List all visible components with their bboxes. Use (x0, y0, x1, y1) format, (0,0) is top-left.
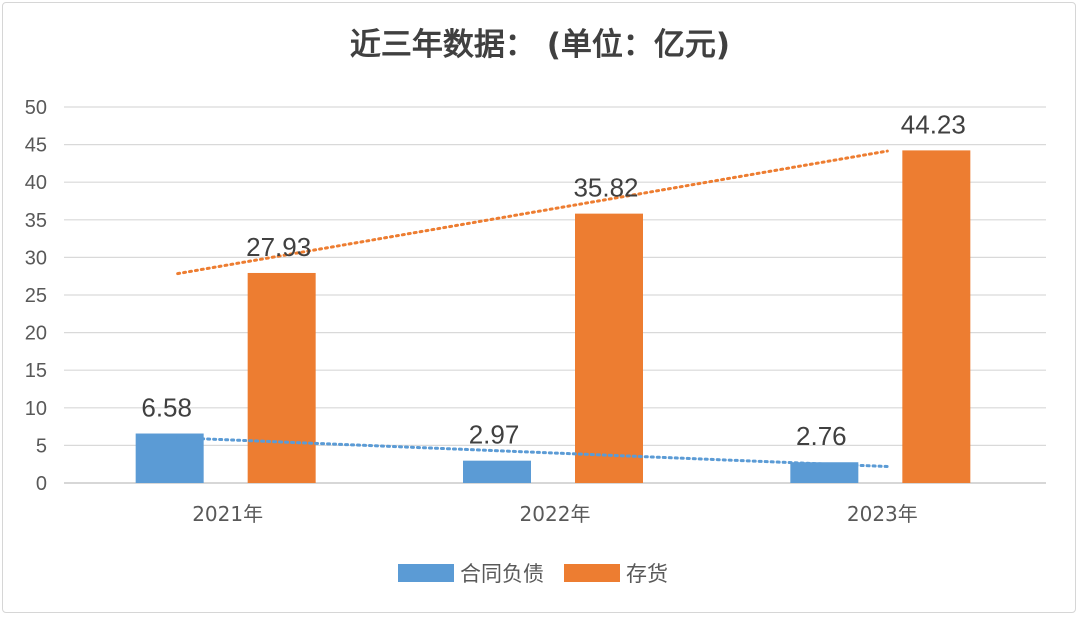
data-label: 2.97 (469, 420, 520, 450)
bar (902, 150, 971, 484)
y-tick-label: 45 (25, 135, 47, 157)
trendlines (176, 149, 889, 469)
bars (135, 150, 971, 484)
y-tick-label: 5 (36, 435, 47, 457)
legend-swatch (398, 564, 454, 582)
gridlines (64, 106, 1046, 484)
x-tick-label: 2021年 (192, 502, 263, 526)
data-label: 6.58 (141, 393, 192, 423)
y-tick-label: 0 (36, 473, 47, 495)
data-label: 44.23 (901, 109, 966, 139)
y-axis-ticks: 0 5 10 15 20 25 30 35 40 45 50 (25, 97, 47, 495)
bar (135, 433, 204, 483)
data-label: 35.82 (573, 173, 638, 203)
data-labels: 6.58 2.97 2.76 27.93 35.82 44.23 (141, 109, 966, 451)
x-axis-ticks: 2021年 2022年 2023年 (192, 502, 918, 526)
bar (247, 272, 316, 483)
y-tick-label: 40 (25, 172, 47, 194)
bar (790, 462, 859, 483)
y-tick-label: 35 (25, 210, 47, 232)
trendline (176, 436, 889, 469)
y-tick-label: 15 (25, 360, 47, 382)
y-tick-label: 25 (25, 285, 47, 307)
legend-swatch (564, 564, 620, 582)
y-tick-label: 50 (25, 97, 47, 119)
y-tick-label: 10 (25, 398, 47, 420)
data-label: 27.93 (246, 232, 311, 262)
data-label: 2.76 (796, 421, 847, 451)
legend-label: 存货 (626, 562, 668, 586)
chart-title: 近三年数据： (单位：亿元) (350, 27, 730, 63)
legend: 合同负债 存货 (398, 562, 668, 586)
y-tick-label: 20 (25, 323, 47, 345)
bar (575, 213, 643, 483)
bar (463, 460, 531, 483)
legend-label: 合同负债 (460, 562, 544, 586)
x-tick-label: 2023年 (847, 502, 918, 526)
x-tick-label: 2022年 (520, 502, 591, 526)
trendline (176, 149, 889, 276)
y-tick-label: 30 (25, 247, 47, 269)
